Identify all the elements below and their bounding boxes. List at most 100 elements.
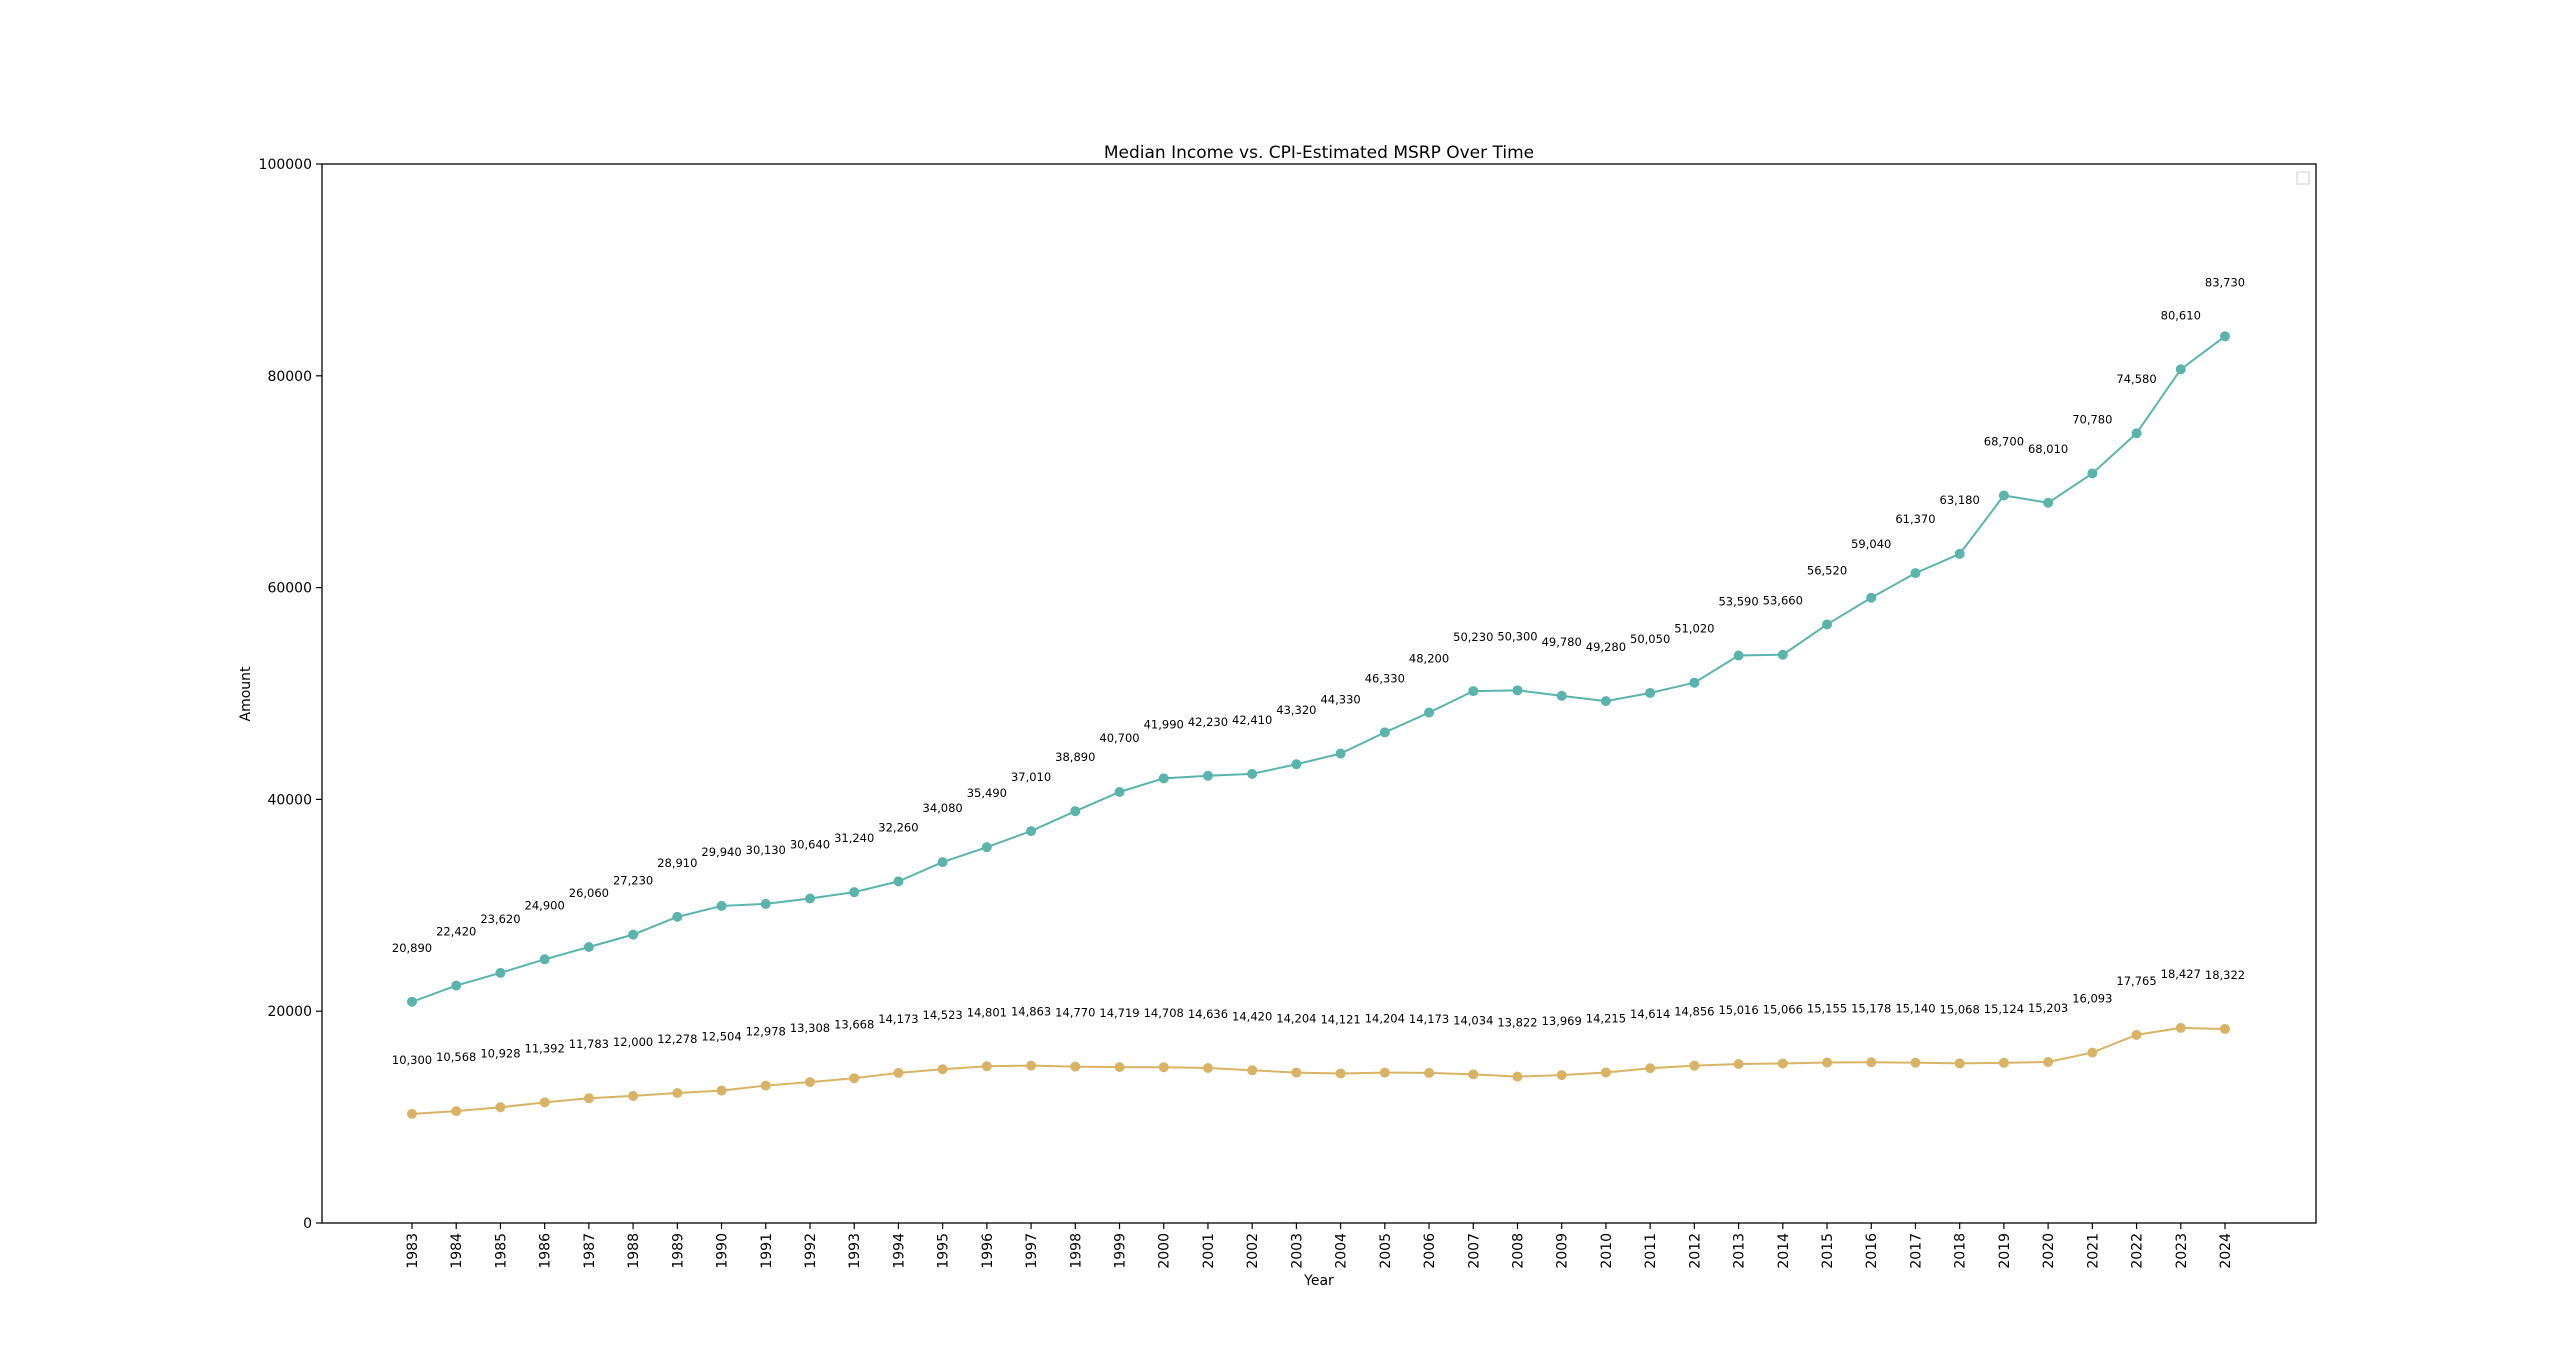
data-point — [1158, 773, 1169, 784]
data-label: 20,890 — [392, 941, 432, 955]
x-tick-label: 1995 — [936, 1233, 952, 1269]
data-point — [672, 1087, 683, 1098]
y-tick-label: 0 — [303, 1216, 312, 1232]
data-point — [1070, 1061, 1081, 1072]
data-point — [1689, 677, 1700, 688]
x-tick-label: 1987 — [582, 1233, 598, 1269]
data-label: 14,420 — [1232, 1009, 1272, 1023]
data-label: 30,130 — [746, 843, 786, 857]
data-point — [1379, 727, 1390, 738]
data-point — [1379, 1067, 1390, 1078]
data-point — [804, 893, 815, 904]
data-label: 35,490 — [967, 786, 1007, 800]
data-label: 15,140 — [1895, 1002, 1935, 1016]
x-tick-label: 1994 — [891, 1233, 907, 1269]
data-point — [981, 842, 992, 853]
data-point — [849, 887, 860, 898]
y-tick-label: 80000 — [267, 369, 312, 385]
data-point — [1910, 568, 1921, 579]
data-label: 83,730 — [2205, 275, 2245, 289]
data-label: 53,590 — [1718, 594, 1758, 608]
data-point — [1512, 1071, 1523, 1082]
x-tick-label: 2001 — [1201, 1233, 1217, 1269]
data-point — [760, 898, 771, 909]
data-point — [495, 1102, 506, 1113]
data-point — [1866, 1057, 1877, 1068]
data-label: 41,990 — [1144, 717, 1184, 731]
data-point — [1026, 826, 1037, 837]
data-label: 74,580 — [2116, 372, 2156, 386]
data-label: 14,856 — [1674, 1005, 1714, 1019]
x-tick-label: 2014 — [1776, 1233, 1792, 1269]
data-label: 14,204 — [1365, 1012, 1405, 1026]
x-tick-label: 1996 — [980, 1233, 996, 1269]
chart-title: Median Income vs. CPI-Estimated MSRP Ove… — [1104, 143, 1534, 163]
data-label: 68,010 — [2028, 442, 2068, 456]
data-label: 13,308 — [790, 1021, 830, 1035]
data-point — [1468, 686, 1479, 697]
data-label: 30,640 — [790, 838, 830, 852]
data-label: 13,822 — [1497, 1016, 1537, 1030]
data-point — [893, 1067, 904, 1078]
data-label: 34,080 — [923, 801, 963, 815]
data-point — [1910, 1057, 1921, 1068]
x-tick-label: 2002 — [1245, 1233, 1261, 1269]
data-label: 14,801 — [967, 1005, 1007, 1019]
data-point — [937, 1064, 948, 1075]
data-label: 12,000 — [613, 1035, 653, 1049]
x-tick-label: 2018 — [1953, 1233, 1969, 1269]
data-point — [628, 1090, 639, 1101]
data-point — [1600, 696, 1611, 707]
data-label: 56,520 — [1807, 563, 1847, 577]
data-point — [2175, 1022, 2186, 1033]
data-label: 15,203 — [2028, 1001, 2068, 1015]
data-point — [1998, 1057, 2009, 1068]
data-point — [1600, 1067, 1611, 1078]
x-tick-label: 2013 — [1732, 1233, 1748, 1269]
data-label: 10,300 — [392, 1053, 432, 1067]
data-point — [1866, 592, 1877, 603]
data-label: 43,320 — [1276, 703, 1316, 717]
data-point — [1822, 1057, 1833, 1068]
data-point — [2043, 497, 2054, 508]
x-tick-label: 1997 — [1024, 1233, 1040, 1269]
data-label: 10,928 — [480, 1046, 520, 1060]
data-point — [893, 876, 904, 887]
data-label: 51,020 — [1674, 622, 1714, 636]
data-point — [1645, 687, 1656, 698]
data-label: 14,173 — [878, 1012, 918, 1026]
x-tick-label: 2019 — [1997, 1233, 2013, 1269]
data-label: 14,863 — [1011, 1005, 1051, 1019]
data-point — [2087, 1047, 2098, 1058]
data-point — [495, 967, 506, 978]
data-label: 53,660 — [1763, 594, 1803, 608]
data-label: 68,700 — [1984, 434, 2024, 448]
data-point — [539, 954, 550, 965]
data-point — [451, 1106, 462, 1117]
data-label: 12,504 — [701, 1030, 741, 1044]
x-tick-label: 1983 — [405, 1233, 421, 1269]
data-point — [1556, 1070, 1567, 1081]
data-point — [1291, 1067, 1302, 1078]
data-label: 14,770 — [1055, 1006, 1095, 1020]
x-tick-label: 1990 — [715, 1233, 731, 1269]
data-label: 15,124 — [1984, 1002, 2024, 1016]
data-point — [981, 1061, 992, 1072]
data-point — [2043, 1057, 2054, 1068]
data-point — [716, 1085, 727, 1096]
data-label: 15,178 — [1851, 1001, 1891, 1015]
data-label: 49,780 — [1542, 635, 1582, 649]
x-tick-label: 2015 — [1820, 1233, 1836, 1269]
data-label: 59,040 — [1851, 537, 1891, 551]
data-label: 14,121 — [1320, 1012, 1360, 1026]
x-tick-label: 2012 — [1687, 1233, 1703, 1269]
data-point — [539, 1097, 550, 1108]
data-point — [2220, 1023, 2230, 1034]
data-point — [1202, 770, 1213, 781]
data-label: 14,034 — [1453, 1013, 1493, 1027]
x-tick-label: 1991 — [759, 1233, 775, 1269]
data-point — [1689, 1060, 1700, 1071]
x-tick-label: 2005 — [1378, 1233, 1394, 1269]
data-label: 13,668 — [834, 1017, 874, 1031]
x-tick-label: 2010 — [1599, 1233, 1615, 1269]
